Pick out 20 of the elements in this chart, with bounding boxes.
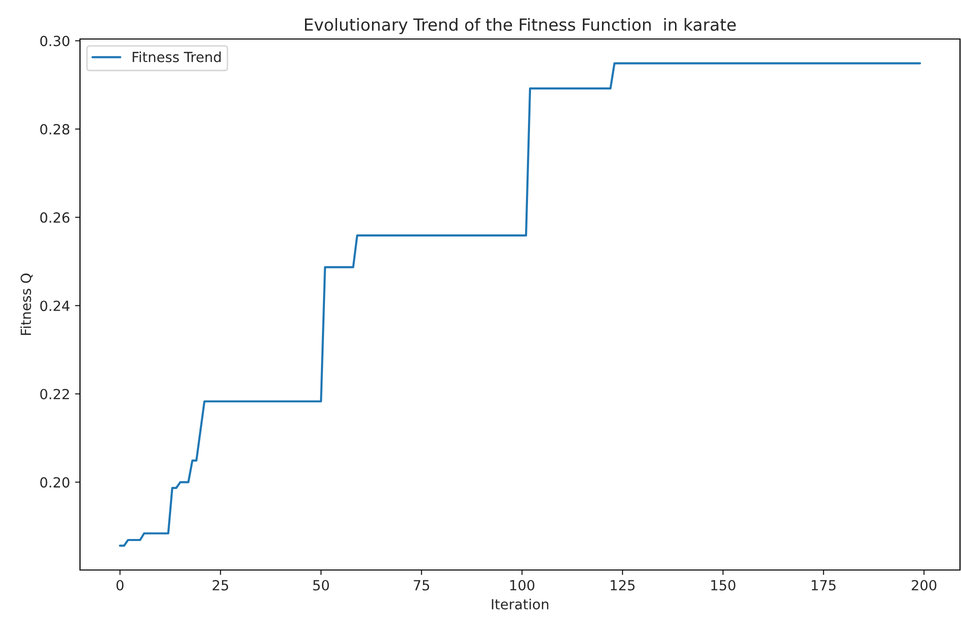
line-series — [118, 62, 922, 547]
x-tick-label: 0 — [116, 580, 124, 590]
x-tick-label: 100 — [510, 580, 534, 590]
x-tick-label: 175 — [812, 580, 836, 590]
legend-label: Fitness Trend — [132, 52, 221, 62]
x-tick-label: 50 — [313, 580, 329, 590]
y-tick-label: 0.28 — [40, 124, 70, 135]
y-axis-title: Fitness Q — [20, 274, 33, 335]
y-tick-label: 0.22 — [40, 388, 69, 400]
x-tick-label: 25 — [212, 580, 228, 590]
x-tick-label: 75 — [414, 580, 430, 590]
y-tick-label: 0.20 — [40, 477, 70, 488]
chart-title: Evolutionary Trend of the Fitness Function in karate — [305, 18, 736, 34]
x-tick-label: 200 — [912, 580, 936, 590]
y-tick-label: 0.30 — [40, 36, 70, 46]
y-tick-label: 0.24 — [40, 300, 70, 312]
x-tick-label: 150 — [711, 580, 736, 590]
x-axis-title: Iteration — [492, 598, 548, 610]
y-tick-label: 0.26 — [40, 212, 70, 223]
x-tick-label: 125 — [610, 580, 635, 590]
